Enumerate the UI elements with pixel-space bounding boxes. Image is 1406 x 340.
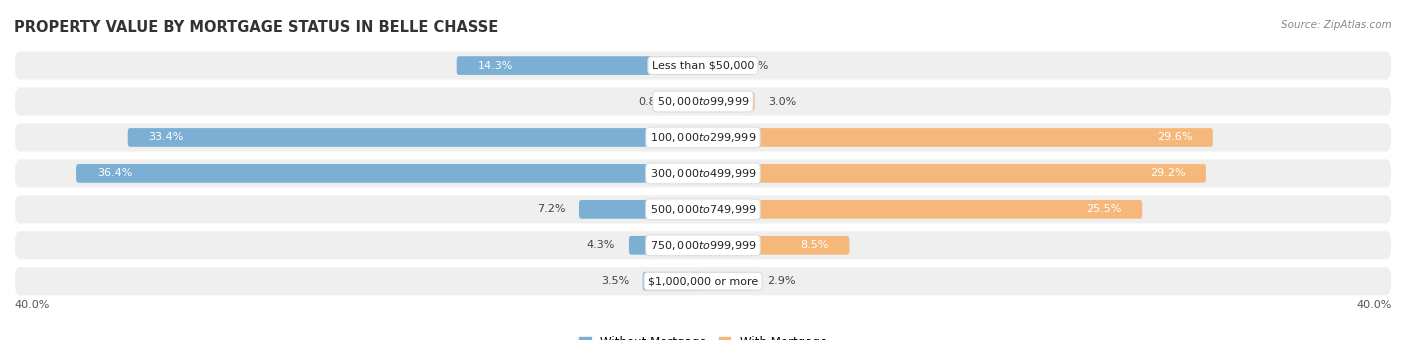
Text: 3.0%: 3.0%	[769, 97, 797, 106]
Text: 29.6%: 29.6%	[1157, 133, 1192, 142]
Text: 2.9%: 2.9%	[766, 276, 796, 286]
Text: 29.2%: 29.2%	[1150, 168, 1185, 179]
Text: 8.5%: 8.5%	[800, 240, 828, 250]
FancyBboxPatch shape	[703, 236, 849, 255]
Text: 14.3%: 14.3%	[478, 61, 513, 71]
FancyBboxPatch shape	[14, 122, 1392, 153]
Text: $750,000 to $999,999: $750,000 to $999,999	[650, 239, 756, 252]
Text: 4.3%: 4.3%	[586, 240, 616, 250]
Text: 36.4%: 36.4%	[97, 168, 132, 179]
FancyBboxPatch shape	[128, 128, 703, 147]
Text: $300,000 to $499,999: $300,000 to $499,999	[650, 167, 756, 180]
FancyBboxPatch shape	[14, 86, 1392, 117]
Text: $50,000 to $99,999: $50,000 to $99,999	[657, 95, 749, 108]
FancyBboxPatch shape	[457, 56, 703, 75]
FancyBboxPatch shape	[703, 92, 755, 111]
FancyBboxPatch shape	[703, 200, 1142, 219]
FancyBboxPatch shape	[579, 200, 703, 219]
FancyBboxPatch shape	[14, 158, 1392, 188]
Text: 40.0%: 40.0%	[14, 300, 49, 310]
FancyBboxPatch shape	[14, 230, 1392, 260]
FancyBboxPatch shape	[643, 272, 703, 291]
Text: Less than $50,000: Less than $50,000	[652, 61, 754, 71]
Text: 3.5%: 3.5%	[600, 276, 628, 286]
FancyBboxPatch shape	[703, 164, 1206, 183]
Text: $100,000 to $299,999: $100,000 to $299,999	[650, 131, 756, 144]
Text: 7.2%: 7.2%	[537, 204, 565, 214]
FancyBboxPatch shape	[703, 56, 727, 75]
Text: 0.89%: 0.89%	[638, 97, 673, 106]
Text: 40.0%: 40.0%	[1357, 300, 1392, 310]
Text: $500,000 to $749,999: $500,000 to $749,999	[650, 203, 756, 216]
FancyBboxPatch shape	[14, 50, 1392, 81]
Text: PROPERTY VALUE BY MORTGAGE STATUS IN BELLE CHASSE: PROPERTY VALUE BY MORTGAGE STATUS IN BEL…	[14, 20, 498, 35]
Text: 25.5%: 25.5%	[1087, 204, 1122, 214]
FancyBboxPatch shape	[703, 128, 1213, 147]
FancyBboxPatch shape	[703, 272, 754, 291]
FancyBboxPatch shape	[76, 164, 703, 183]
FancyBboxPatch shape	[688, 92, 703, 111]
Text: 33.4%: 33.4%	[149, 133, 184, 142]
FancyBboxPatch shape	[14, 194, 1392, 224]
Legend: Without Mortgage, With Mortgage: Without Mortgage, With Mortgage	[579, 336, 827, 340]
FancyBboxPatch shape	[628, 236, 703, 255]
Text: 1.4%: 1.4%	[741, 61, 769, 71]
Text: Source: ZipAtlas.com: Source: ZipAtlas.com	[1281, 20, 1392, 30]
Text: $1,000,000 or more: $1,000,000 or more	[648, 276, 758, 286]
FancyBboxPatch shape	[14, 266, 1392, 296]
